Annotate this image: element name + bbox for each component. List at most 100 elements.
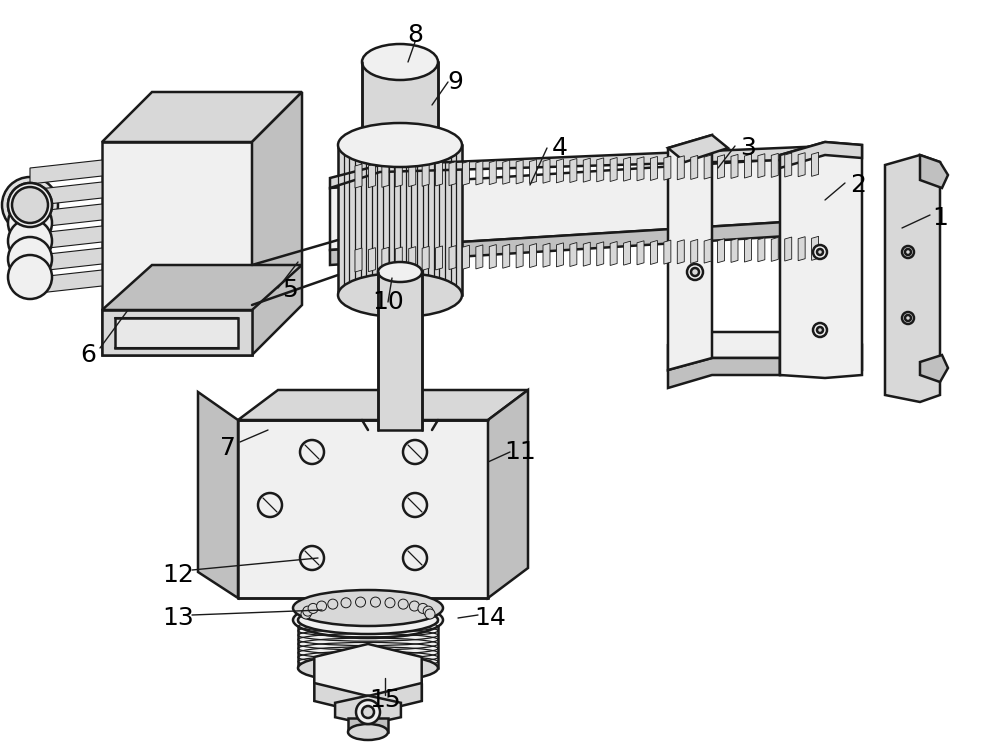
Text: 11: 11: [504, 440, 536, 464]
Ellipse shape: [338, 273, 462, 317]
Polygon shape: [570, 243, 577, 266]
Polygon shape: [758, 154, 765, 178]
Circle shape: [317, 601, 327, 611]
Circle shape: [403, 493, 427, 517]
Circle shape: [687, 264, 703, 280]
Polygon shape: [30, 270, 102, 294]
Polygon shape: [330, 145, 850, 188]
Polygon shape: [368, 164, 375, 187]
Polygon shape: [530, 243, 537, 268]
Text: 15: 15: [369, 688, 401, 712]
Text: 1: 1: [932, 206, 948, 230]
Polygon shape: [637, 241, 644, 265]
Text: 3: 3: [740, 136, 756, 160]
Polygon shape: [409, 246, 416, 271]
Polygon shape: [355, 248, 362, 272]
Polygon shape: [610, 158, 617, 182]
Polygon shape: [704, 155, 711, 179]
Polygon shape: [668, 358, 780, 388]
Polygon shape: [488, 390, 528, 598]
Polygon shape: [395, 163, 402, 187]
Text: 10: 10: [372, 290, 404, 314]
Polygon shape: [238, 390, 528, 420]
Ellipse shape: [362, 130, 438, 166]
Polygon shape: [115, 318, 238, 348]
Circle shape: [308, 603, 318, 613]
Polygon shape: [624, 157, 631, 181]
Polygon shape: [812, 153, 819, 176]
Polygon shape: [102, 265, 302, 310]
Polygon shape: [382, 247, 389, 272]
Polygon shape: [718, 155, 725, 179]
Polygon shape: [314, 662, 422, 714]
Polygon shape: [489, 161, 496, 185]
Polygon shape: [650, 156, 657, 181]
Circle shape: [328, 599, 338, 609]
Polygon shape: [30, 226, 102, 250]
Polygon shape: [677, 240, 684, 264]
Polygon shape: [637, 157, 644, 181]
Ellipse shape: [362, 44, 438, 80]
Polygon shape: [348, 718, 388, 732]
Polygon shape: [30, 204, 102, 228]
Polygon shape: [798, 237, 805, 260]
Polygon shape: [597, 242, 604, 266]
Polygon shape: [668, 332, 780, 370]
Polygon shape: [436, 162, 443, 186]
Text: 7: 7: [220, 436, 236, 460]
Polygon shape: [624, 241, 631, 265]
Polygon shape: [744, 238, 751, 262]
Text: 5: 5: [282, 278, 298, 302]
Polygon shape: [583, 242, 590, 266]
Circle shape: [423, 606, 433, 616]
Polygon shape: [30, 248, 102, 272]
Polygon shape: [422, 162, 429, 186]
Circle shape: [370, 597, 380, 607]
Circle shape: [8, 183, 52, 227]
Circle shape: [813, 323, 827, 337]
Polygon shape: [238, 420, 488, 598]
Polygon shape: [102, 92, 302, 142]
Circle shape: [8, 237, 52, 281]
Circle shape: [356, 700, 380, 724]
Polygon shape: [503, 160, 510, 185]
Polygon shape: [395, 247, 402, 271]
Polygon shape: [330, 218, 850, 265]
Polygon shape: [409, 163, 416, 187]
Circle shape: [8, 255, 52, 299]
Circle shape: [403, 440, 427, 464]
Polygon shape: [436, 246, 443, 270]
Circle shape: [341, 597, 351, 608]
Circle shape: [8, 219, 52, 263]
Circle shape: [303, 606, 313, 616]
Polygon shape: [758, 238, 765, 262]
Circle shape: [905, 249, 911, 255]
Polygon shape: [30, 160, 102, 184]
Polygon shape: [449, 161, 456, 185]
Polygon shape: [798, 153, 805, 176]
Polygon shape: [252, 92, 302, 355]
Polygon shape: [780, 345, 862, 375]
Circle shape: [902, 246, 914, 258]
Circle shape: [8, 183, 52, 227]
Polygon shape: [516, 244, 523, 268]
Polygon shape: [355, 164, 362, 188]
Circle shape: [300, 546, 324, 570]
Polygon shape: [610, 242, 617, 266]
Polygon shape: [198, 392, 238, 598]
Polygon shape: [771, 237, 778, 261]
Polygon shape: [771, 153, 778, 177]
Polygon shape: [476, 245, 483, 269]
Polygon shape: [583, 158, 590, 182]
Polygon shape: [664, 240, 671, 264]
Polygon shape: [780, 142, 862, 168]
Text: 2: 2: [850, 173, 866, 197]
Polygon shape: [704, 239, 711, 263]
Polygon shape: [30, 182, 102, 206]
Polygon shape: [785, 237, 792, 261]
Polygon shape: [885, 155, 940, 402]
Polygon shape: [597, 158, 604, 182]
Polygon shape: [362, 62, 438, 148]
Text: 13: 13: [162, 606, 194, 630]
Circle shape: [817, 249, 823, 255]
